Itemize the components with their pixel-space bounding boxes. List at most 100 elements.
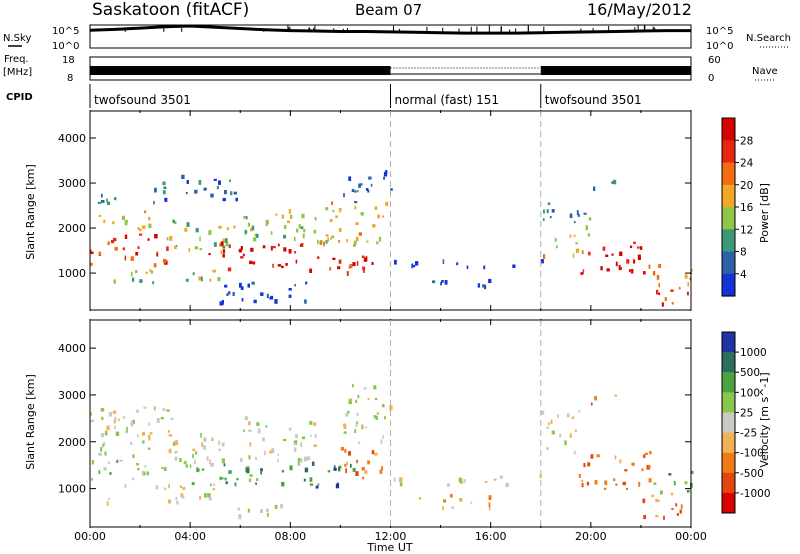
range-cell: [626, 487, 628, 490]
range-cell: [671, 302, 674, 305]
range-cell: [230, 191, 233, 196]
range-cell: [332, 209, 335, 213]
range-cell: [642, 498, 646, 504]
range-cell: [220, 241, 224, 247]
range-cell: [393, 477, 396, 482]
range-cell: [212, 483, 215, 487]
range-cell: [132, 277, 135, 282]
range-cell: [219, 476, 222, 481]
range-cell: [249, 474, 253, 477]
range-cell: [263, 450, 266, 456]
range-cell: [252, 261, 256, 265]
velocity-y-tick-label: 3000: [58, 389, 86, 402]
range-cell: [295, 434, 298, 439]
cpid-segment-label: twofsound 3501: [94, 93, 191, 107]
power-colorbar-tick-label: 24: [740, 158, 754, 170]
range-cell: [143, 406, 147, 409]
range-cell: [184, 227, 188, 232]
range-cell: [210, 193, 214, 198]
range-cell: [265, 425, 268, 428]
range-cell: [356, 459, 358, 464]
range-cell: [109, 472, 112, 475]
range-cell: [273, 246, 276, 249]
range-cell: [323, 241, 325, 247]
range-cell: [245, 467, 248, 473]
range-cell: [338, 208, 342, 211]
power-colorbar-tick-label: 12: [740, 224, 753, 236]
range-cell: [284, 225, 287, 229]
range-cell: [179, 458, 182, 462]
range-cell: [132, 477, 135, 481]
range-cell: [166, 237, 169, 241]
range-cell: [112, 221, 115, 225]
range-cell: [249, 442, 252, 447]
range-cell: [582, 269, 585, 273]
range-cell: [551, 430, 555, 435]
range-cell: [251, 225, 255, 231]
range-cell: [347, 410, 350, 414]
range-cell: [154, 406, 156, 411]
range-cell: [201, 442, 204, 447]
range-cell: [360, 212, 364, 216]
nsky-tick-bottom-right: 10^0: [706, 41, 733, 52]
range-cell: [225, 481, 228, 485]
range-cell: [540, 259, 544, 264]
range-cell: [394, 259, 397, 265]
x-tick-label: 16:00: [475, 530, 507, 543]
range-cell: [355, 471, 359, 476]
range-cell: [361, 467, 365, 471]
velocity-colorbar-swatch: [722, 372, 735, 393]
range-cell: [101, 200, 105, 203]
range-cell: [367, 189, 370, 193]
range-cell: [199, 248, 203, 251]
range-cell: [153, 263, 157, 268]
range-cell: [356, 190, 359, 193]
range-cell: [203, 437, 207, 442]
range-cell: [300, 442, 303, 448]
range-cell: [365, 426, 368, 429]
range-cell: [142, 471, 146, 476]
velocity-colorbar-tick-label: 25: [740, 407, 753, 419]
range-cell: [327, 237, 329, 242]
range-cell: [611, 253, 614, 256]
range-cell: [661, 302, 664, 307]
range-cell: [148, 216, 151, 221]
range-cell: [687, 282, 690, 287]
range-cell: [186, 222, 190, 227]
range-cell: [166, 409, 170, 412]
range-cell: [550, 419, 553, 424]
range-cell: [270, 245, 273, 251]
range-cell: [135, 269, 138, 274]
range-cell: [349, 398, 353, 401]
range-cell: [458, 477, 463, 483]
range-cell: [265, 223, 268, 227]
range-cell: [327, 470, 331, 473]
power-colorbar-tick-label: 28: [740, 135, 753, 147]
range-cell: [384, 416, 386, 420]
range-cell: [413, 264, 416, 268]
range-cell: [224, 190, 227, 195]
range-cell: [160, 417, 164, 420]
range-cell: [227, 267, 232, 272]
range-cell: [383, 176, 386, 180]
range-cell: [419, 497, 422, 500]
range-cell: [505, 482, 509, 488]
range-cell: [90, 412, 93, 416]
range-cell: [189, 464, 192, 468]
range-cell: [658, 292, 661, 296]
range-cell: [289, 465, 293, 471]
range-cell: [150, 270, 154, 274]
range-cell: [106, 425, 110, 431]
range-cell: [295, 259, 298, 264]
range-cell: [614, 394, 618, 397]
power-colorbar: 4 8 12 16 20 24 28 Power [dB]: [721, 117, 771, 297]
range-cell: [141, 470, 144, 476]
range-cell: [463, 479, 466, 484]
nsky-tick-top-left: 10^5: [52, 26, 79, 37]
range-cell: [348, 451, 351, 456]
range-cell: [174, 245, 177, 249]
velocity-colorbar-tick-label: -25: [740, 428, 757, 440]
velocity-colorbar-swatch: [722, 432, 735, 454]
range-cell: [114, 425, 116, 430]
range-cell: [477, 283, 481, 288]
